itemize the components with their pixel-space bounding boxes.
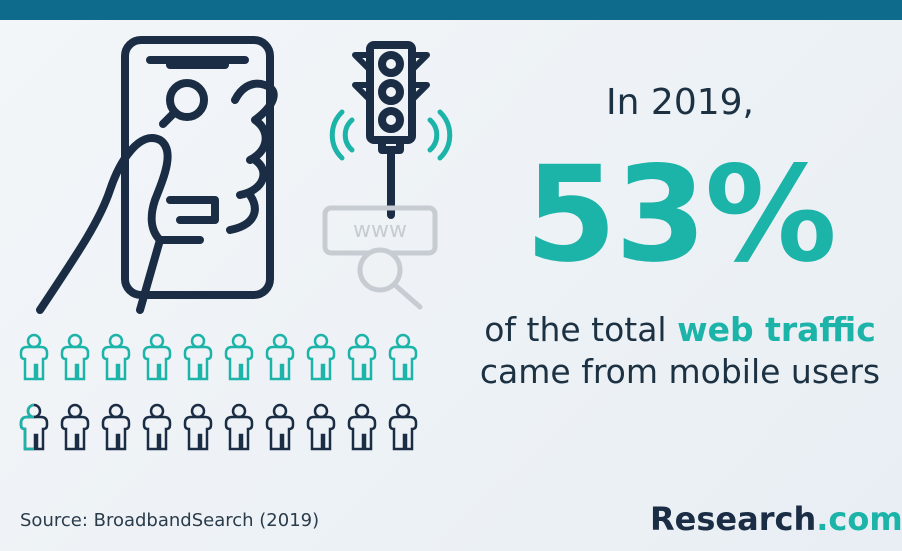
person-icon <box>388 403 418 451</box>
traffic-light <box>366 41 416 144</box>
brand-name: Research <box>650 500 817 538</box>
caption-highlight: web traffic <box>677 310 876 349</box>
person-icon <box>388 333 418 381</box>
top-bar <box>0 0 902 20</box>
illustration: www <box>19 36 453 451</box>
person-icon <box>101 403 131 451</box>
person-icon <box>142 333 172 381</box>
caption-line: of the total web traffic <box>440 310 902 349</box>
phone-notch <box>146 56 249 69</box>
search-handle <box>159 108 179 128</box>
signal-waves <box>329 109 453 161</box>
person-icon <box>19 403 34 451</box>
person-icon <box>142 403 172 451</box>
person-icon <box>60 403 90 451</box>
person-icon <box>224 333 254 381</box>
source: Source: BroadbandSearch (2019) <box>20 510 320 531</box>
person-icon <box>306 403 336 451</box>
person-icon <box>265 333 295 381</box>
caption-text: of the total <box>484 310 667 349</box>
brand-suffix: .com <box>816 500 902 538</box>
brand: Research.com <box>650 500 902 538</box>
caption-line: came from mobile users <box>479 352 881 391</box>
hand <box>36 79 278 314</box>
www-label: www <box>353 218 407 243</box>
thumb <box>166 196 219 224</box>
www-search <box>322 205 438 310</box>
search-icon <box>166 79 208 121</box>
stat: 53% <box>525 138 837 292</box>
person-icon <box>224 403 254 451</box>
person-icon <box>60 333 90 381</box>
traffic-pole <box>378 136 404 219</box>
person-icon <box>101 333 131 381</box>
person-icon <box>265 403 295 451</box>
people-grid <box>19 333 418 451</box>
person-icon <box>347 333 377 381</box>
intro: In 2019, <box>606 82 754 123</box>
person-icon <box>183 333 213 381</box>
person-icon <box>183 403 213 451</box>
person-icon <box>19 333 49 381</box>
person-icon <box>306 333 336 381</box>
person-icon <box>347 403 377 451</box>
phone-outline <box>121 36 274 299</box>
